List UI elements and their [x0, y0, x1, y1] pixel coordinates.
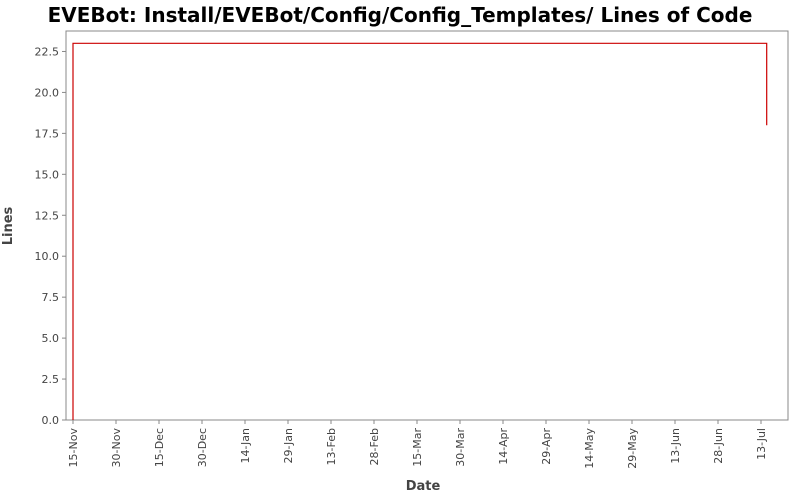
y-tick-label: 20.0 [35, 86, 60, 99]
series-line [72, 42, 768, 420]
x-tick-label: 29-Apr [540, 428, 553, 465]
y-tick-label: 5.0 [42, 332, 60, 345]
x-tick-label: 30-Dec [196, 428, 209, 467]
x-tick-label: 29-May [626, 428, 639, 469]
x-axis-label: Date [406, 479, 441, 494]
series-layer [72, 42, 768, 420]
x-tick-label: 14-May [583, 428, 596, 469]
y-tick-label: 12.5 [35, 209, 60, 222]
x-tick-label: 14-Apr [497, 428, 510, 465]
x-tick-label: 13-Feb [325, 428, 338, 465]
y-tick-label: 17.5 [35, 127, 60, 140]
y-tick-label: 7.5 [42, 291, 60, 304]
x-axis: 15-Nov 30-Nov 15-Dec 30-Dec 14-Jan 29-Jan 13-F… [67, 420, 768, 469]
y-tick-label: 22.5 [35, 45, 60, 58]
chart-title: EVEBot: Install/EVEBot/Config/Config_Tem… [48, 3, 753, 27]
x-tick-label: 29-Jan [282, 428, 295, 464]
x-tick-label: 28-Feb [368, 428, 381, 465]
y-axis-label: Lines [1, 206, 16, 245]
x-tick-label: 30-Nov [110, 428, 123, 468]
x-tick-label: 13-Jun [669, 428, 682, 464]
y-tick-label: 0.0 [42, 414, 60, 427]
x-tick-label: 15-Nov [67, 428, 80, 468]
x-tick-label: 30-Mar [454, 428, 467, 467]
x-tick-label: 28-Jun [712, 428, 725, 464]
x-tick-label: 14-Jan [239, 428, 252, 464]
y-tick-label: 2.5 [42, 373, 60, 386]
x-tick-label: 15-Mar [411, 428, 424, 467]
plot-area [65, 30, 789, 421]
y-tick-label: 10.0 [35, 250, 60, 263]
y-tick-label: 15.0 [35, 168, 60, 181]
y-axis: 0.0 2.5 5.0 7.5 10.0 12.5 15.0 17.5 20.0 22.5 [35, 45, 66, 427]
x-tick-label: 13-Jul [755, 428, 768, 460]
x-tick-label: 15-Dec [153, 428, 166, 467]
